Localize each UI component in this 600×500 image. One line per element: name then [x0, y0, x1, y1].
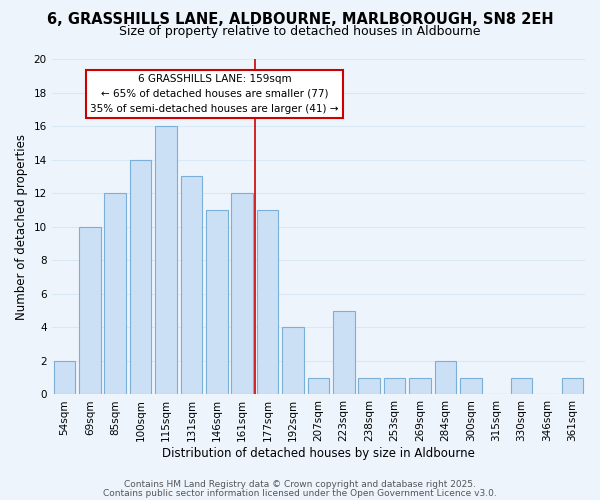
- Bar: [358, 378, 380, 394]
- Bar: [53, 361, 75, 394]
- Bar: [384, 378, 406, 394]
- X-axis label: Distribution of detached houses by size in Aldbourne: Distribution of detached houses by size …: [162, 447, 475, 460]
- Bar: [257, 210, 278, 394]
- Text: 6, GRASSHILLS LANE, ALDBOURNE, MARLBOROUGH, SN8 2EH: 6, GRASSHILLS LANE, ALDBOURNE, MARLBOROU…: [47, 12, 553, 28]
- Bar: [333, 310, 355, 394]
- Bar: [206, 210, 227, 394]
- Text: Contains HM Land Registry data © Crown copyright and database right 2025.: Contains HM Land Registry data © Crown c…: [124, 480, 476, 489]
- Text: Size of property relative to detached houses in Aldbourne: Size of property relative to detached ho…: [119, 25, 481, 38]
- Bar: [155, 126, 177, 394]
- Bar: [434, 361, 456, 394]
- Text: 6 GRASSHILLS LANE: 159sqm
← 65% of detached houses are smaller (77)
35% of semi-: 6 GRASSHILLS LANE: 159sqm ← 65% of detac…: [90, 74, 338, 114]
- Bar: [511, 378, 532, 394]
- Y-axis label: Number of detached properties: Number of detached properties: [15, 134, 28, 320]
- Bar: [308, 378, 329, 394]
- Bar: [130, 160, 151, 394]
- Bar: [460, 378, 482, 394]
- Text: Contains public sector information licensed under the Open Government Licence v3: Contains public sector information licen…: [103, 488, 497, 498]
- Bar: [232, 193, 253, 394]
- Bar: [282, 328, 304, 394]
- Bar: [104, 193, 126, 394]
- Bar: [79, 226, 101, 394]
- Bar: [409, 378, 431, 394]
- Bar: [181, 176, 202, 394]
- Bar: [562, 378, 583, 394]
